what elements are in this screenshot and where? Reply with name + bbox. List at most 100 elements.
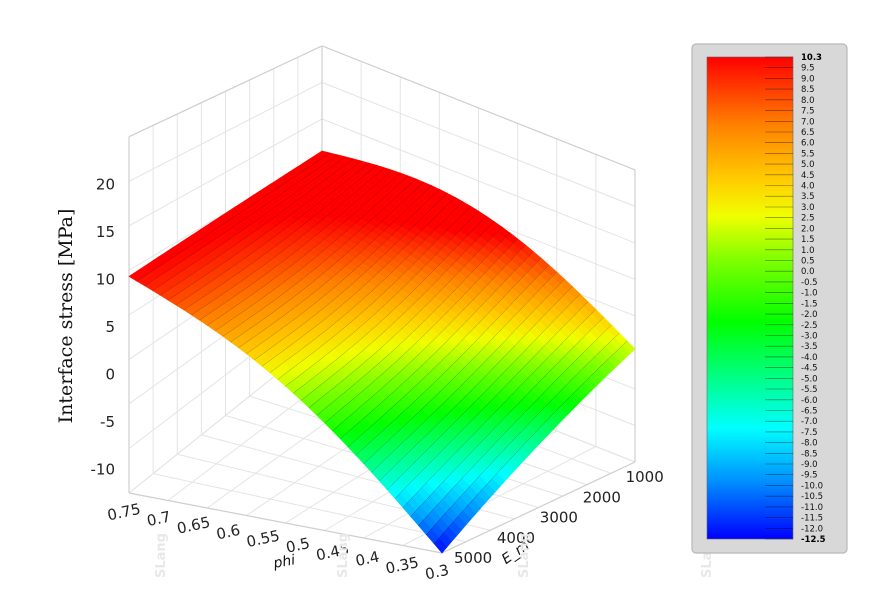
z-tick-label: -5 <box>100 413 115 431</box>
contour-line <box>230 182 424 343</box>
y-tick-label: 2000 <box>583 488 621 506</box>
contour-line <box>394 301 589 499</box>
colorbar-label: -2.5 <box>801 321 818 331</box>
colorbar-label: -1.0 <box>801 289 818 299</box>
contour-line <box>254 193 448 361</box>
contour-line <box>214 175 409 332</box>
colorbar-label: 0.5 <box>801 257 815 267</box>
contour-line <box>152 156 346 291</box>
colorbar-label: -7.0 <box>801 417 818 427</box>
colorbar-label: 2.5 <box>801 214 815 224</box>
x-tick-label: 0.7 <box>145 508 172 531</box>
colorbar-label: 9.0 <box>801 74 815 84</box>
watermark-3: SLang <box>517 533 532 578</box>
box-edge <box>441 461 636 554</box>
contour-line <box>371 279 565 473</box>
contour-line <box>308 226 503 408</box>
z-axis-label: Interface stress [MPa] <box>55 209 77 424</box>
colorbar-label: -3.5 <box>801 342 818 352</box>
box-edge <box>321 45 636 171</box>
colorbar-label: -6.5 <box>801 407 818 417</box>
z-tick-label: 0 <box>105 365 115 383</box>
colorbar-label: -4.5 <box>801 364 818 374</box>
colorbar-label: 7.5 <box>801 107 815 117</box>
colorbar-label: 2.0 <box>801 224 815 234</box>
contour-line <box>340 251 534 439</box>
x-tick-label: 0.75 <box>106 500 142 525</box>
colorbar: 10.39.59.08.58.07.57.06.56.05.55.04.54.0… <box>691 43 848 554</box>
x-tick-label: 0.5 <box>284 534 311 557</box>
contour-line <box>418 324 612 526</box>
colorbar-label: -0.5 <box>801 278 818 288</box>
colorbar-label: -9.0 <box>801 460 818 470</box>
contour-line <box>199 170 393 321</box>
contour-line <box>316 232 510 416</box>
z-tick-label: 10 <box>96 270 115 288</box>
colorbar-label: 8.0 <box>801 96 815 106</box>
contour-line <box>347 257 542 448</box>
contour-line <box>238 185 432 349</box>
contour-line <box>191 167 385 316</box>
colorbar-label: -11.0 <box>801 503 823 513</box>
colorbar-label: 4.0 <box>801 182 815 192</box>
colorbar-label: 9.5 <box>801 64 815 74</box>
contour-line <box>410 317 604 517</box>
contour-line <box>387 293 581 490</box>
watermark-1: SLang <box>154 533 169 578</box>
contour-line <box>246 189 440 355</box>
contour-line <box>136 152 330 282</box>
contour-line <box>426 332 620 535</box>
box-edge <box>128 492 443 554</box>
contour-line <box>261 197 456 367</box>
colorbar-gradient <box>706 56 794 540</box>
colorbar-label: -4.0 <box>801 353 818 363</box>
contour-line <box>402 309 597 508</box>
colorbar-label: 1.5 <box>801 235 815 245</box>
x-tick-label: 0.55 <box>245 527 281 552</box>
colorbar-label: 4.5 <box>801 171 815 181</box>
box-edge <box>128 45 323 138</box>
colorbar-label: -2.0 <box>801 310 818 320</box>
colorbar-label: -9.5 <box>801 471 818 481</box>
contour-line <box>277 206 471 380</box>
contour-line <box>207 172 401 326</box>
colorbar-label: 6.0 <box>801 139 815 149</box>
x-tick-label: 0.6 <box>215 521 242 544</box>
contour-line <box>301 221 495 401</box>
colorbar-label: 0.0 <box>801 267 815 277</box>
contour-line <box>167 160 362 301</box>
contour-line <box>363 271 557 464</box>
x-tick-label: 0.4 <box>354 548 381 571</box>
colorbar-ticks: 10.39.59.08.58.07.57.06.56.05.55.04.54.0… <box>765 53 826 545</box>
colorbar-label: -8.0 <box>801 439 818 449</box>
contour-line <box>324 238 518 424</box>
colorbar-label: 5.0 <box>801 160 815 170</box>
y-tick-label: 4000 <box>497 529 535 547</box>
colorbar-label: -5.0 <box>801 374 818 384</box>
y-axis-ticks: 1000 2000 3000 4000 5000 <box>454 468 664 567</box>
y-tick-label: 5000 <box>454 549 492 567</box>
contour-line <box>355 264 550 456</box>
colorbar-label: 6.5 <box>801 128 815 138</box>
contour-line <box>222 178 417 337</box>
contour-line <box>144 154 338 287</box>
colorbar-label: -12.5 <box>801 535 826 545</box>
contour-line <box>285 210 479 387</box>
colorbar-label: 3.5 <box>801 192 815 202</box>
z-tick-label: -10 <box>91 460 116 478</box>
colorbar-label: -10.0 <box>801 481 823 491</box>
colorbar-label: -8.5 <box>801 449 818 459</box>
colorbar-label: 8.5 <box>801 85 815 95</box>
colorbar-label: -10.5 <box>801 492 823 502</box>
contour-line <box>434 340 628 544</box>
colorbar-label: -11.5 <box>801 514 823 524</box>
contour-line <box>379 286 573 482</box>
colorbar-label: 3.0 <box>801 203 815 213</box>
x-axis-label: phi <box>271 552 296 572</box>
contour-line <box>183 165 377 311</box>
contour-line <box>332 244 526 431</box>
colorbar-label: 7.0 <box>801 117 815 127</box>
colorbar-label: 5.5 <box>801 149 815 159</box>
z-tick-label: 15 <box>96 223 115 241</box>
